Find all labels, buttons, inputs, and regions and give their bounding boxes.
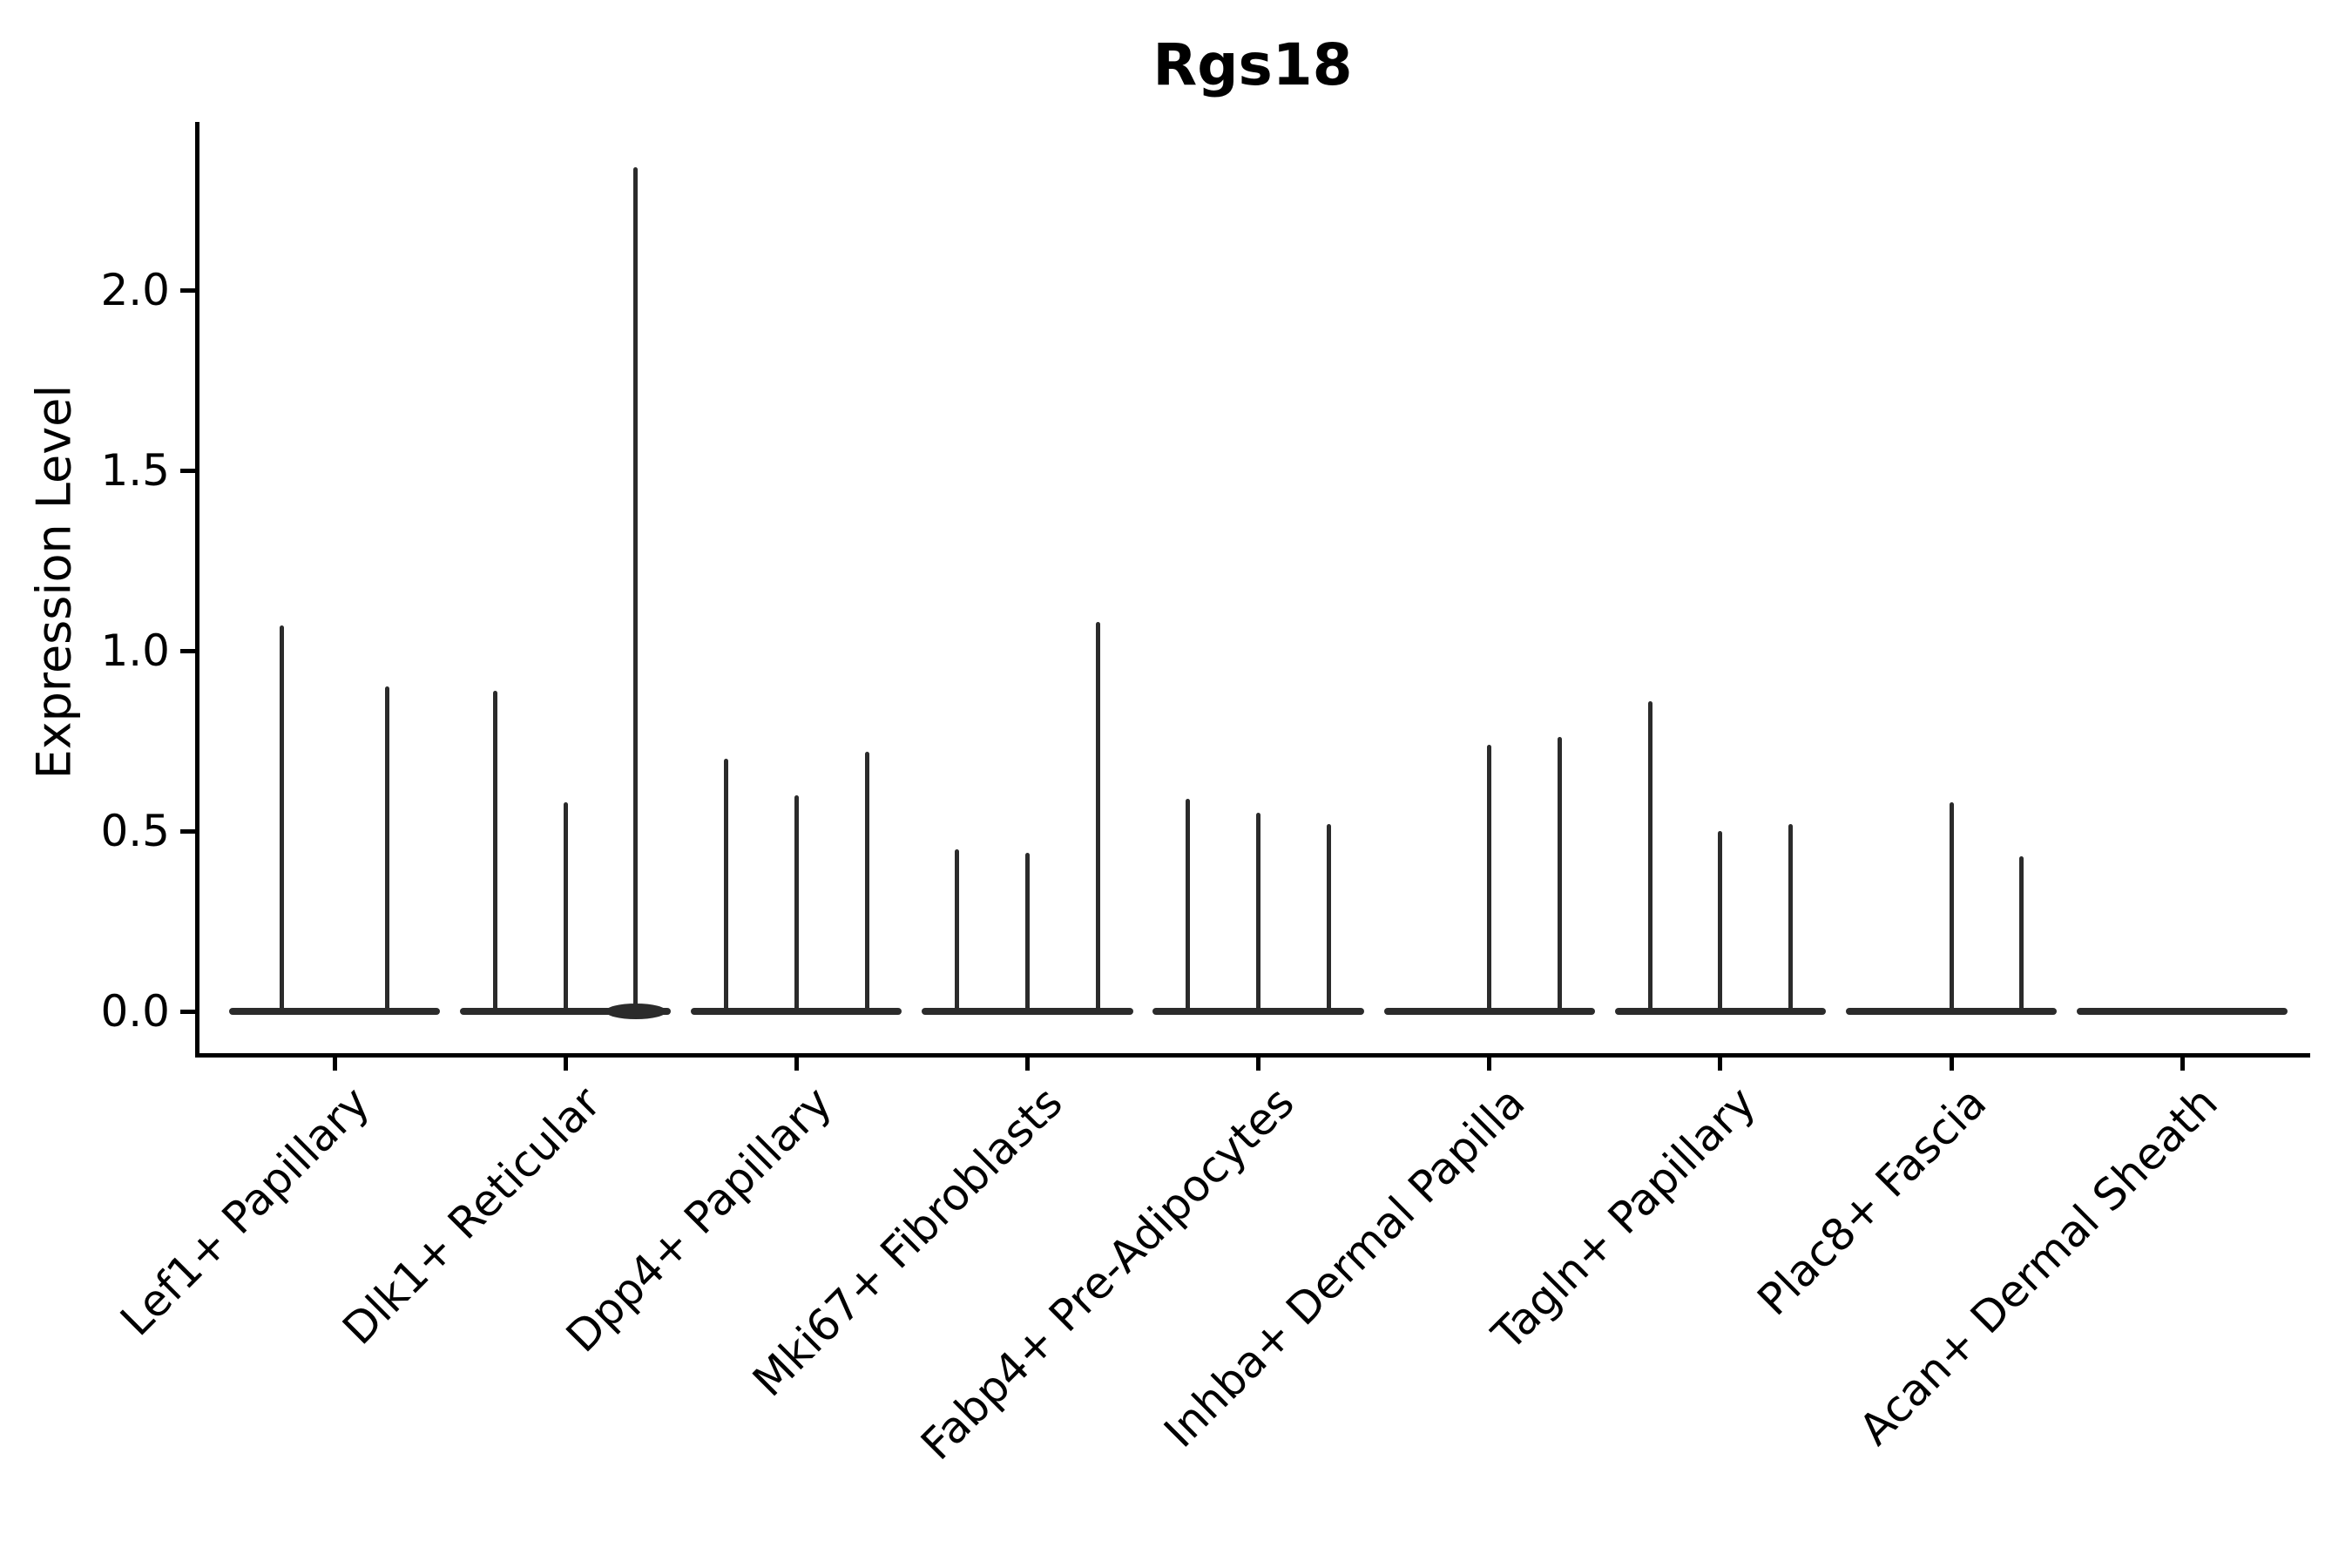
violin-spike [1256,813,1261,1014]
y-tick-label: 1.0 [100,625,170,676]
violin-spike [955,848,960,1014]
violin-spike [279,625,284,1014]
y-axis-line [195,122,199,1058]
x-tick-label: Fabp4+ Pre-Adipocytes [910,1077,1304,1470]
x-tick [1718,1056,1723,1071]
violin-spike [2019,855,2024,1014]
violin-spike [1788,823,1794,1014]
x-tick [332,1056,337,1071]
y-tick-label: 1.5 [100,445,170,496]
x-axis-line [195,1053,2310,1058]
violin-spike [794,794,799,1014]
violin-spike [1949,801,1954,1014]
violin-spike [633,167,639,1014]
y-tick [180,287,195,293]
y-tick [180,1009,195,1014]
x-tick [1487,1056,1492,1071]
violin-spike [864,751,869,1014]
violin-spike [724,759,728,1014]
y-tick [180,828,195,834]
x-tick [1256,1056,1261,1071]
violin-baseline [228,1008,441,1015]
y-tick-label: 0.5 [100,806,170,856]
x-tick-label: Plac8+ Fascia [1747,1077,1997,1326]
violin-spike [1326,823,1331,1014]
violin-spike [492,690,497,1014]
x-tick-label: Dlk1+ Reticular [333,1077,611,1355]
y-tick-label: 2.0 [100,265,170,315]
y-axis-label: Expression Level [26,384,82,780]
violin-spike [385,686,390,1014]
y-tick-label: 0.0 [100,986,170,1037]
violin-spike [1024,852,1030,1014]
y-tick [180,468,195,473]
x-tick [794,1056,799,1071]
plot-title: Rgs18 [1152,31,1353,98]
x-tick [1949,1056,1954,1071]
violin-spike [1186,798,1191,1014]
violin-spike [1647,700,1652,1014]
violin-spike [563,801,568,1014]
violin-spike [1095,621,1100,1014]
violin-spike [1558,737,1563,1014]
y-tick [180,648,195,653]
violin-spike [1718,831,1723,1014]
x-tick [2180,1056,2185,1071]
x-tick [1024,1056,1030,1071]
violin-baseline [2077,1008,2288,1015]
x-tick-label: Lef1+ Papillary [111,1077,380,1346]
x-tick [563,1056,568,1071]
violin-spike [1487,744,1492,1014]
